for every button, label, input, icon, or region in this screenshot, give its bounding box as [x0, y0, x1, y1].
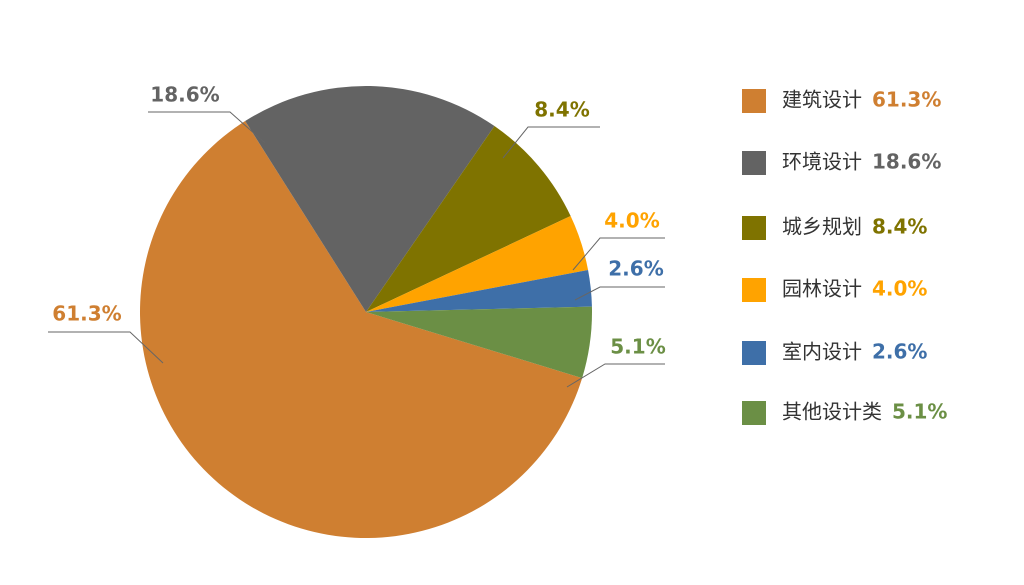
data-label: 5.1%	[610, 335, 665, 359]
data-label: 8.4%	[534, 98, 589, 122]
legend-value: 4.0%	[872, 277, 927, 301]
data-label: 4.0%	[604, 209, 659, 233]
pie-slice	[139, 121, 583, 538]
legend-value: 2.6%	[872, 340, 927, 364]
data-label: 61.3%	[52, 302, 121, 326]
leader-line	[572, 237, 665, 271]
legend-label: 其他设计类	[782, 400, 882, 424]
legend-swatch	[742, 89, 766, 113]
pie-slice	[366, 126, 571, 312]
pie-slice	[366, 306, 593, 379]
legend-swatch	[742, 401, 766, 425]
leader-line	[574, 286, 665, 301]
leader-line	[502, 126, 600, 159]
legend-value: 5.1%	[892, 400, 947, 424]
data-label: 2.6%	[608, 257, 663, 281]
legend-value: 61.3%	[872, 88, 941, 112]
legend-label: 城乡规划	[782, 215, 862, 239]
legend-label: 建筑设计	[782, 88, 862, 112]
legend-value: 18.6%	[872, 150, 941, 174]
legend-swatch	[742, 216, 766, 240]
leader-line	[148, 111, 266, 144]
legend-value: 8.4%	[872, 215, 927, 239]
legend-swatch	[742, 341, 766, 365]
legend-swatch	[742, 151, 766, 175]
legend-label: 室内设计	[782, 340, 862, 364]
legend-swatch	[742, 278, 766, 302]
pie-slice	[366, 269, 592, 312]
legend-label: 园林设计	[782, 277, 862, 301]
data-label: 18.6%	[150, 83, 219, 107]
pie-slice	[366, 216, 589, 312]
leader-line	[48, 331, 164, 364]
leader-line	[566, 363, 665, 388]
legend-label: 环境设计	[782, 150, 862, 174]
pie-slice	[245, 86, 495, 312]
